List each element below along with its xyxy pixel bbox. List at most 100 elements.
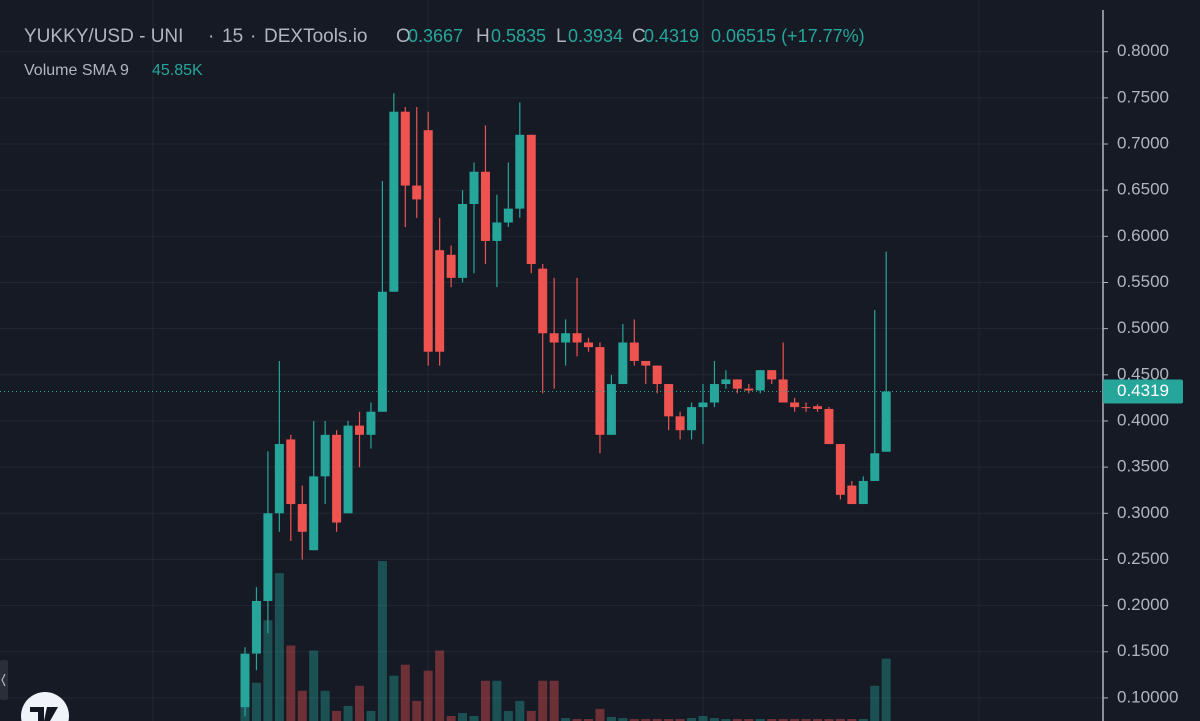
volume-bar <box>480 680 490 721</box>
volume-bar <box>584 718 593 721</box>
volume-bar <box>377 561 387 721</box>
candle-body <box>652 365 662 385</box>
volume-bar <box>274 573 284 721</box>
candle-body <box>790 402 800 408</box>
candle-body <box>423 130 433 352</box>
volume-bar <box>813 718 822 721</box>
candle-body <box>355 425 364 435</box>
volume-bar <box>858 718 868 721</box>
volume-bar <box>526 710 536 721</box>
candle-body <box>858 480 868 505</box>
candle-body <box>251 600 261 654</box>
indicator-name: Volume SMA 9 <box>24 62 129 79</box>
volume-bar <box>561 717 571 721</box>
candle-body <box>389 111 399 292</box>
candle-body <box>801 407 811 409</box>
price-axis: 0.8000 0.7500 0.7000 0.6500 0.6000 0.5500 0.50… <box>1103 41 1183 706</box>
candle-body <box>240 653 250 708</box>
candle-body <box>549 333 559 343</box>
logo-mark <box>30 707 58 721</box>
volume-bar <box>263 620 273 721</box>
volume-bar <box>446 715 456 721</box>
volume-bar <box>767 718 777 721</box>
volume-bar <box>469 715 479 721</box>
y-tick-label: 0.10000 <box>1117 687 1178 706</box>
volume-bar <box>675 718 685 721</box>
candle-body <box>412 185 422 200</box>
candle-body <box>572 333 582 343</box>
candle-body <box>618 342 628 385</box>
candle-body <box>675 416 685 431</box>
candle-body <box>732 379 742 389</box>
volume-bar <box>538 680 548 721</box>
volume-bar <box>664 718 674 721</box>
last-price-box <box>1103 379 1183 404</box>
volume-bar <box>847 718 857 721</box>
volume-bar <box>881 658 891 721</box>
grid <box>0 51 1103 699</box>
ohlc-label: O <box>396 26 411 47</box>
side-tab-arrow <box>1 673 6 687</box>
volume-bar <box>778 718 788 721</box>
volume-bar <box>698 715 708 721</box>
y-tick-label: 0.8000 <box>1117 41 1169 60</box>
y-tick-label: 0.7500 <box>1117 87 1169 106</box>
volume-bar <box>515 700 525 721</box>
candle-body <box>320 434 330 477</box>
y-tick-label: 0.5000 <box>1117 318 1169 337</box>
candle-body <box>458 204 468 278</box>
volume-bar <box>332 710 342 721</box>
side-tab[interactable] <box>0 660 8 700</box>
separator: · <box>250 26 256 47</box>
y-tick-label: 0.3500 <box>1117 457 1169 476</box>
symbol: YUKKY/USD - UNI <box>24 26 183 47</box>
y-tick-label: 0.2000 <box>1117 595 1169 614</box>
volume-bar <box>790 718 800 721</box>
candle-body <box>297 504 307 532</box>
volume-bar <box>629 718 639 721</box>
candle-body <box>446 254 456 278</box>
candle-body <box>744 388 754 391</box>
y-tick-label: 0.5500 <box>1117 272 1169 291</box>
candle-body <box>263 513 273 601</box>
volume-bar <box>423 670 433 721</box>
candle-body <box>606 384 616 435</box>
candle-body <box>641 360 651 366</box>
candle-body <box>698 402 708 408</box>
candle-body <box>687 407 697 431</box>
volume-bar <box>641 718 651 721</box>
volume-bar <box>435 650 445 721</box>
candle-body <box>492 222 502 241</box>
volume-bar <box>721 718 731 721</box>
candle-body <box>881 391 891 452</box>
volume-bar <box>343 705 353 721</box>
ohlc-legend: O0.3667 H 0.5835 L 0.3934 C0.4319 <box>396 26 699 47</box>
y-tick-label: 0.4500 <box>1117 364 1169 383</box>
volume-bar <box>606 716 616 721</box>
candle-body <box>813 406 822 409</box>
source: DEXTools.io <box>264 26 368 47</box>
y-tick-label: 0.6000 <box>1117 226 1169 245</box>
volume-bar <box>824 718 834 721</box>
candle-layer <box>0 93 1103 717</box>
y-tick-label: 0.6500 <box>1117 180 1169 199</box>
volume-bar <box>412 700 422 721</box>
candle-body <box>377 291 387 412</box>
candle-body <box>526 134 536 265</box>
volume-bar <box>286 645 296 721</box>
y-tick-label: 0.4000 <box>1117 410 1169 429</box>
volume-bar <box>355 685 364 721</box>
volume-bar <box>755 718 765 721</box>
volume-bar <box>835 718 845 721</box>
volume-bar <box>389 675 399 721</box>
change: 0.06515 (+17.77%) <box>711 26 865 46</box>
candle-body <box>503 208 513 223</box>
y-tick-label: 0.7000 <box>1117 133 1169 152</box>
volume-bar <box>732 718 742 721</box>
volume-bar <box>251 682 261 721</box>
candle-body <box>870 453 880 481</box>
candle-body <box>595 347 605 435</box>
logo[interactable] <box>21 692 69 721</box>
volume-bar <box>309 650 319 721</box>
candle-body <box>332 434 342 523</box>
